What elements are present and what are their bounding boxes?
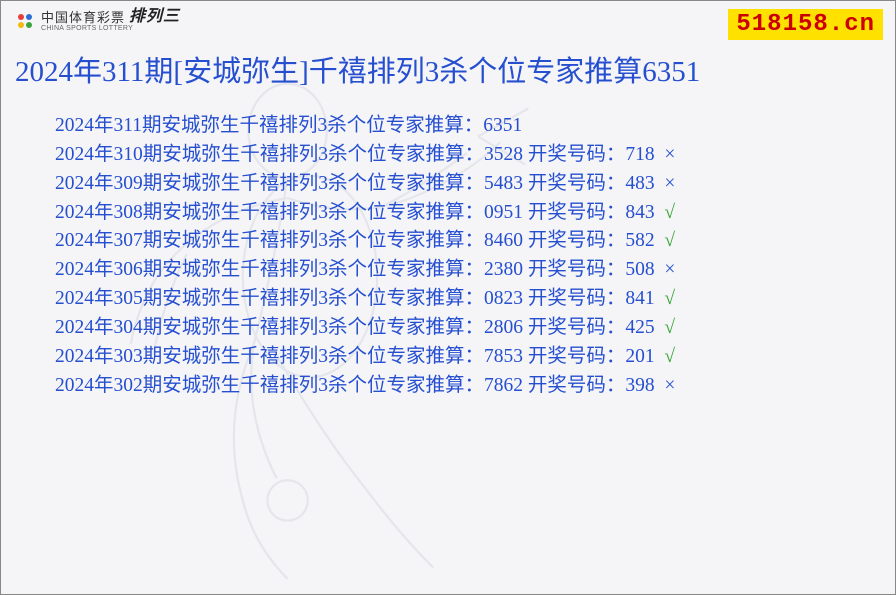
prediction-row: 2024年306期安城弥生千禧排列3杀个位专家推算：2380 开奖号码：508 … — [55, 256, 895, 285]
result-mark: √ — [664, 288, 675, 309]
header: 中国体育彩票 排列三 CHINA SPORTS LOTTERY 518158.c… — [1, 1, 895, 42]
logo-en-text: CHINA SPORTS LOTTERY — [41, 25, 180, 32]
page-title: 2024年311期[安城弥生]千禧排列3杀个位专家推算6351 — [1, 42, 895, 100]
prediction-row: 2024年305期安城弥生千禧排列3杀个位专家推算：0823 开奖号码：841 … — [55, 285, 895, 314]
logo-suffix: 排列三 — [129, 9, 180, 25]
logo-cn-text: 中国体育彩票 — [41, 11, 125, 24]
result-mark: √ — [664, 202, 675, 223]
result-mark: × — [664, 173, 675, 194]
result-mark: √ — [664, 346, 675, 367]
result-mark: × — [664, 144, 675, 165]
prediction-row: 2024年302期安城弥生千禧排列3杀个位专家推算：7862 开奖号码：398 … — [55, 372, 895, 401]
logo: 中国体育彩票 排列三 CHINA SPORTS LOTTERY — [15, 9, 180, 32]
result-mark: × — [664, 375, 675, 396]
prediction-row: 2024年308期安城弥生千禧排列3杀个位专家推算：0951 开奖号码：843 … — [55, 199, 895, 228]
prediction-row: 2024年307期安城弥生千禧排列3杀个位专家推算：8460 开奖号码：582 … — [55, 227, 895, 256]
lottery-logo-icon — [15, 11, 35, 31]
prediction-row: 2024年310期安城弥生千禧排列3杀个位专家推算：3528 开奖号码：718 … — [55, 141, 895, 170]
prediction-row: 2024年309期安城弥生千禧排列3杀个位专家推算：5483 开奖号码：483 … — [55, 170, 895, 199]
result-mark: √ — [664, 317, 675, 338]
result-mark: √ — [664, 230, 675, 251]
prediction-row: 2024年304期安城弥生千禧排列3杀个位专家推算：2806 开奖号码：425 … — [55, 314, 895, 343]
page-container: 中国体育彩票 排列三 CHINA SPORTS LOTTERY 518158.c… — [0, 0, 896, 595]
prediction-row: 2024年303期安城弥生千禧排列3杀个位专家推算：7853 开奖号码：201 … — [55, 343, 895, 372]
site-url-badge: 518158.cn — [728, 9, 883, 40]
prediction-row: 2024年311期安城弥生千禧排列3杀个位专家推算：6351 — [55, 112, 895, 141]
result-mark: × — [664, 259, 675, 280]
prediction-list: 2024年311期安城弥生千禧排列3杀个位专家推算：63512024年310期安… — [1, 100, 895, 401]
